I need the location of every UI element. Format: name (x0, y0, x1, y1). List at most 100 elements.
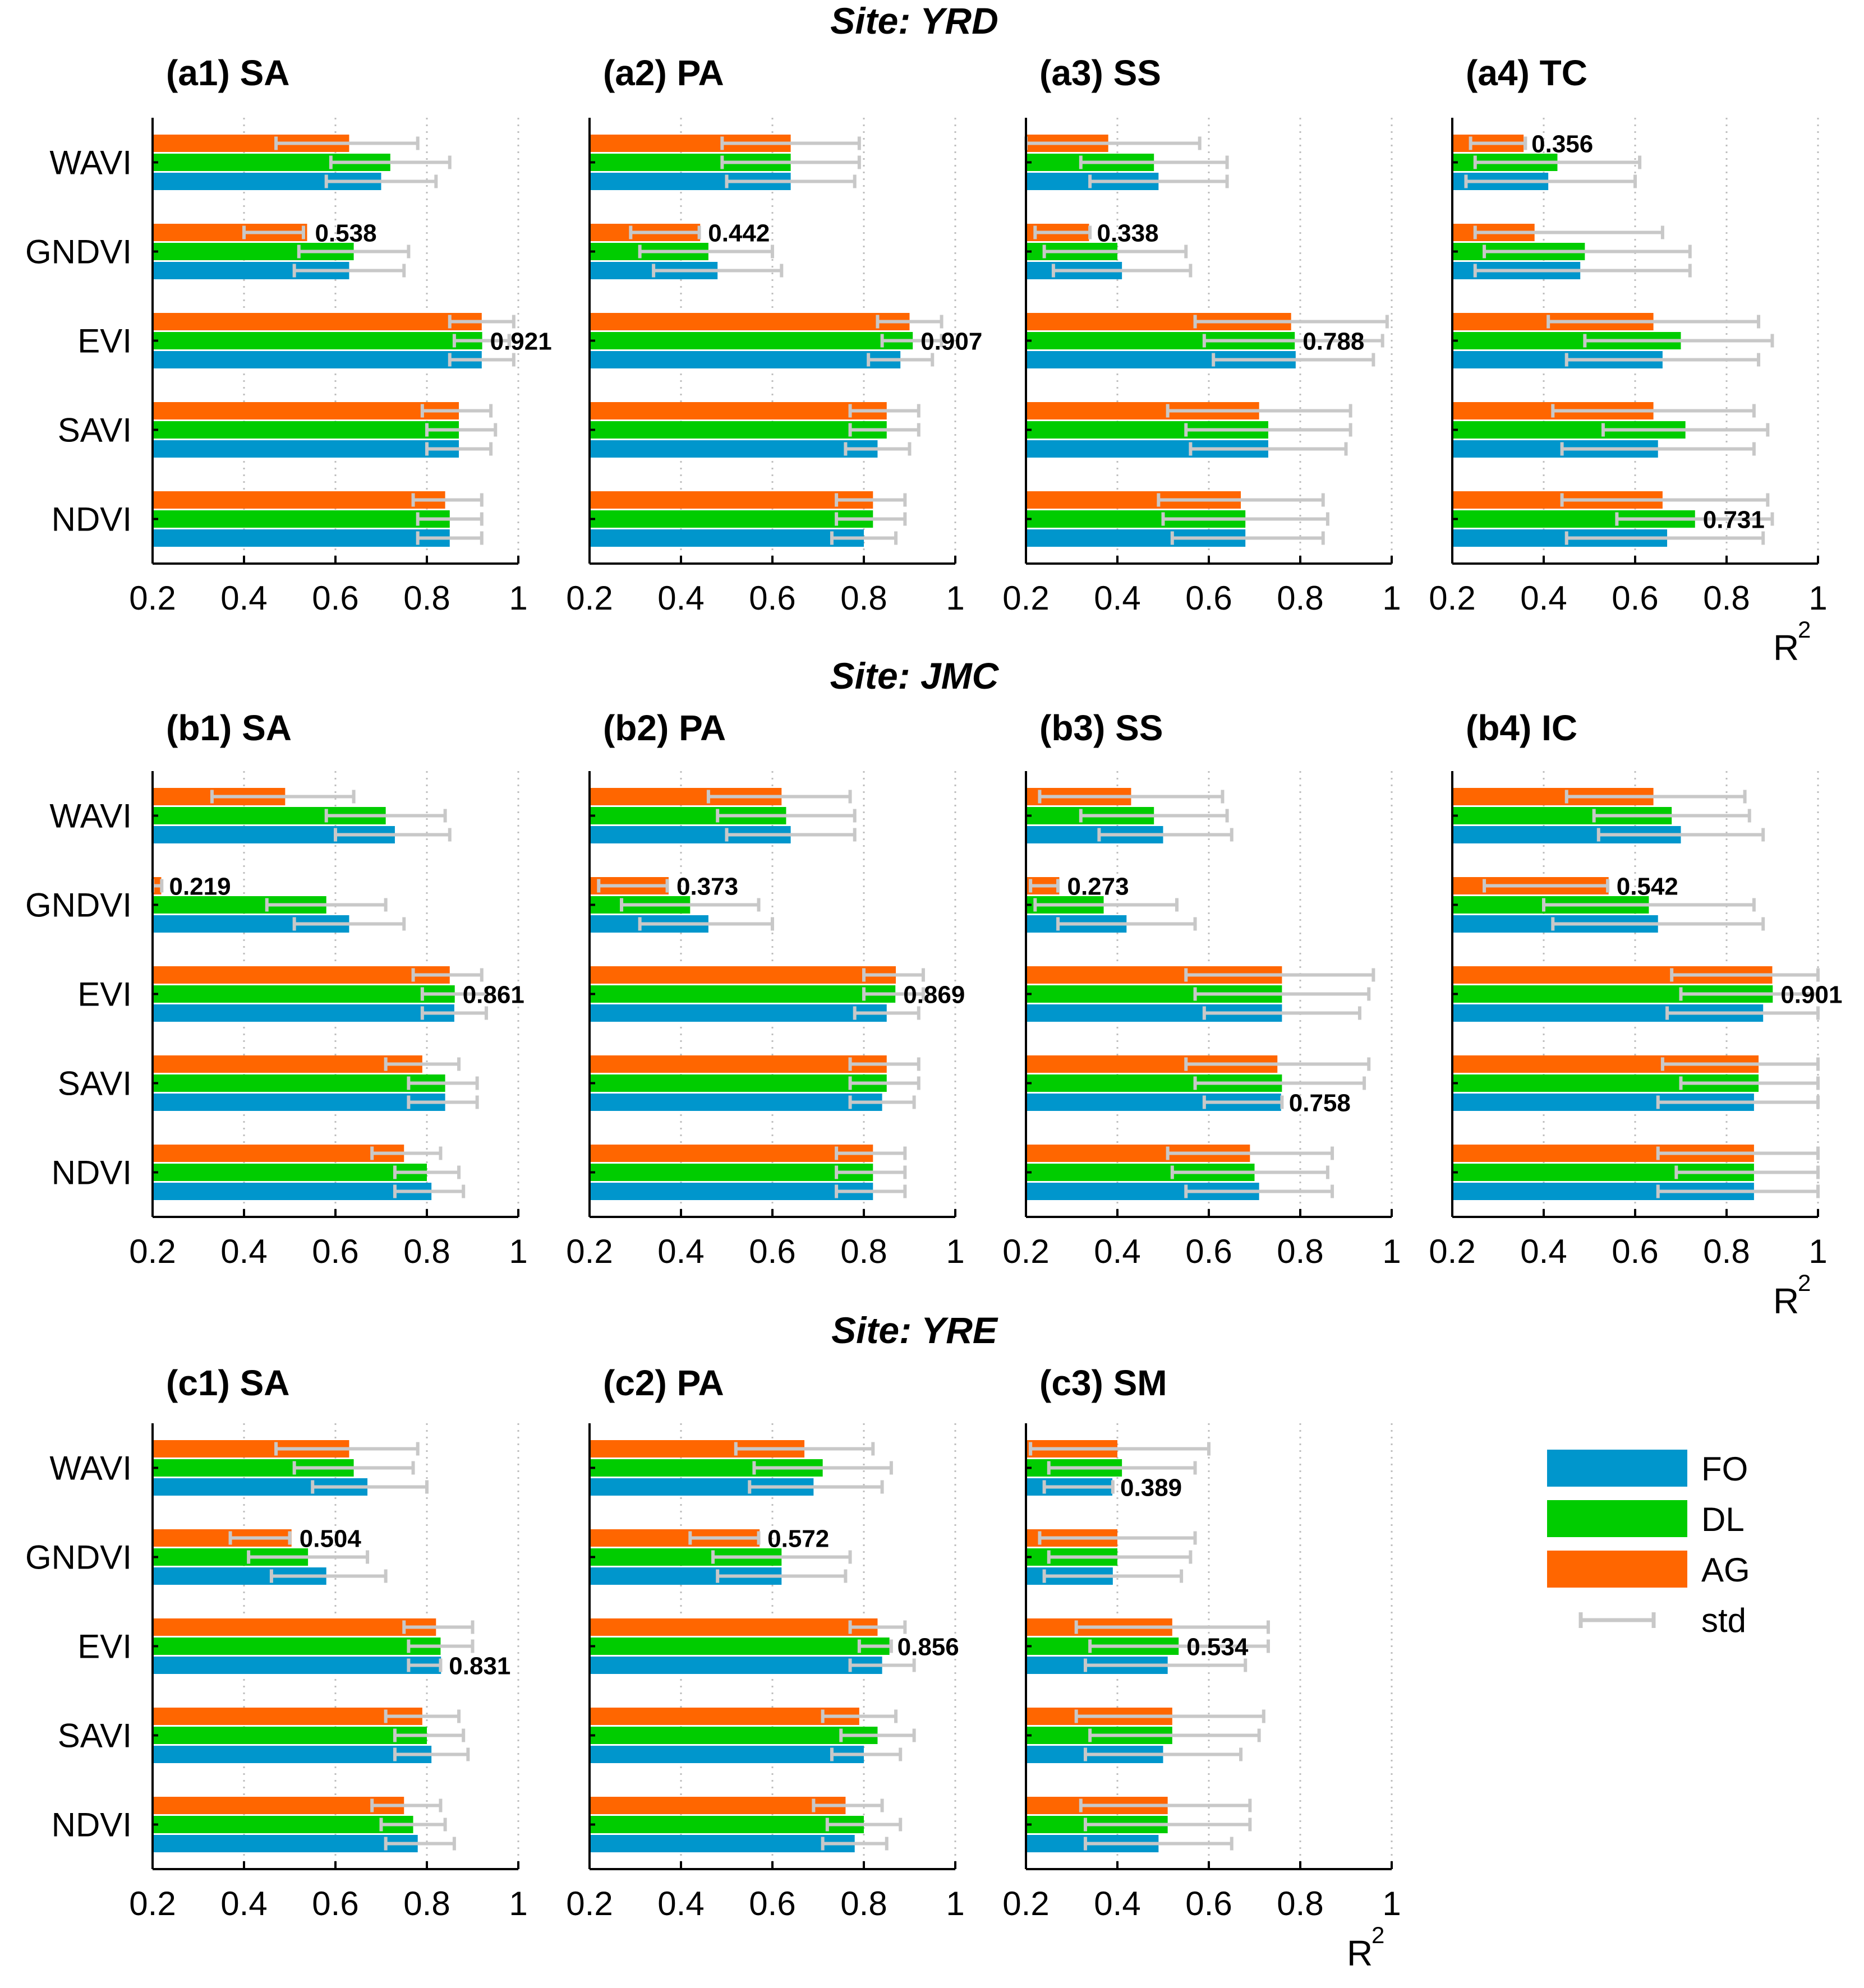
bar-fo-evi (153, 351, 482, 368)
legend-swatch-ag (1547, 1551, 1687, 1588)
x-tick-label: 0.4 (220, 1885, 267, 1922)
panel-title: (a1) SA (166, 53, 290, 93)
legend-label: std (1701, 1602, 1746, 1639)
panel-0-2: (a3) SS 0.338 0.788 0.2 0.4 0.6 0.8 1 (1002, 53, 1401, 617)
data-label: 0.373 (676, 873, 738, 901)
x-tick-label: 0.6 (1185, 579, 1232, 617)
panel-2-0: (c1) SA WAVI GNDVI EVI SAVI NDVI 0.504 0.831 0.2… (25, 1363, 528, 1922)
bar-dl-savi (590, 421, 887, 439)
x-tick-label: 0.2 (1002, 1885, 1049, 1922)
bar-ag-savi (590, 1708, 859, 1725)
data-label: 0.831 (449, 1653, 510, 1680)
bar-ag-evi (153, 313, 482, 330)
axis-unit-superscript: 2 (1371, 1922, 1384, 1948)
category-label: WAVI (49, 144, 132, 182)
x-tick-label: 0.8 (840, 1885, 887, 1922)
x-tick-label: 0.6 (312, 579, 358, 617)
bar-dl-savi (153, 1727, 427, 1744)
category-label: NDVI (52, 1806, 132, 1844)
x-tick-label: 1 (1382, 579, 1401, 617)
legend-swatch-fo (1547, 1450, 1687, 1487)
bar-dl-savi (153, 1074, 445, 1092)
bar-ag-savi (590, 402, 887, 419)
bar-dl-evi (590, 985, 896, 1003)
panel-2-2: (c3) SM 0.389 0.534 0.2 0.4 0.6 0.8 1 (1002, 1363, 1401, 1922)
data-label: 0.731 (1703, 506, 1765, 534)
x-tick-label: 1 (509, 1885, 527, 1922)
bar-ag-ndvi (153, 491, 445, 509)
panel-2-1: (c2) PA 0.572 0.856 0.2 0.4 0.6 0.8 1 (566, 1363, 964, 1922)
panel-1-3: (b4) IC 0.542 0.901 0.2 0.4 0.6 0.8 1 (1429, 708, 1842, 1270)
category-label: NDVI (52, 1154, 132, 1192)
data-label: 0.921 (490, 328, 552, 356)
x-tick-label: 0.2 (129, 1885, 176, 1922)
category-label: WAVI (49, 797, 132, 835)
data-label: 0.504 (300, 1525, 362, 1553)
panel-title: (b4) IC (1466, 708, 1577, 748)
axis-unit: R2 (1773, 616, 1811, 668)
bar-fo-evi (590, 1657, 882, 1674)
data-label: 0.572 (767, 1525, 829, 1553)
x-tick-label: 1 (1382, 1885, 1401, 1922)
x-tick-label: 1 (946, 579, 964, 617)
data-label: 0.273 (1067, 873, 1129, 901)
data-label: 0.338 (1097, 220, 1158, 247)
bar-ag-evi (590, 966, 896, 984)
x-tick-label: 0.4 (1094, 1885, 1140, 1922)
x-tick-label: 0.8 (1277, 1233, 1323, 1270)
bar-ag-savi (153, 402, 459, 419)
axis-unit-base: R (1773, 1281, 1799, 1321)
x-tick-label: 0.2 (1429, 579, 1475, 617)
panel-title: (a3) SS (1039, 53, 1161, 93)
x-tick-label: 0.8 (1277, 579, 1323, 617)
x-tick-label: 0.4 (220, 579, 267, 617)
bar-fo-savi (590, 440, 878, 458)
x-tick-label: 0.4 (657, 579, 704, 617)
bar-fo-ndvi (153, 529, 450, 547)
x-tick-label: 0.4 (657, 1885, 704, 1922)
x-tick-label: 0.8 (403, 1885, 450, 1922)
bar-dl-savi (153, 421, 459, 439)
category-label: EVI (77, 322, 132, 360)
x-tick-label: 0.8 (1277, 1885, 1323, 1922)
x-tick-label: 0.4 (1094, 1233, 1140, 1270)
bar-fo-evi (590, 351, 901, 368)
x-tick-label: 0.6 (1612, 579, 1658, 617)
data-label: 0.219 (169, 873, 231, 901)
bar-ag-ndvi (153, 1797, 404, 1814)
bar-ag-ndvi (590, 1797, 846, 1814)
bar-fo-evi (590, 1004, 887, 1022)
axis-unit-superscript: 2 (1798, 1270, 1811, 1296)
data-label: 0.788 (1303, 328, 1364, 356)
bar-dl-ndvi (153, 1164, 427, 1181)
bar-ag-evi (153, 1618, 436, 1636)
bar-ag-evi (153, 966, 450, 984)
bar-dl-evi (590, 332, 913, 349)
bar-fo-ndvi (590, 1183, 873, 1200)
bar-fo-ndvi (153, 1835, 418, 1852)
x-tick-label: 1 (1808, 1233, 1827, 1270)
bar-dl-savi (590, 1074, 887, 1092)
panel-0-1: (a2) PA 0.442 0.907 0.2 0.4 0.6 0.8 1 (566, 53, 982, 617)
x-tick-label: 0.2 (129, 1233, 176, 1270)
bar-ag-ndvi (590, 1145, 873, 1162)
x-tick-label: 0.2 (566, 1233, 613, 1270)
bar-dl-evi (590, 1638, 890, 1655)
x-tick-label: 0.4 (1520, 1233, 1567, 1270)
category-label: SAVI (58, 412, 132, 449)
x-tick-label: 0.6 (749, 1885, 795, 1922)
bar-dl-ndvi (590, 1164, 873, 1181)
data-label: 0.538 (315, 220, 376, 247)
category-label: SAVI (58, 1717, 132, 1755)
data-label: 0.356 (1531, 131, 1593, 158)
x-tick-label: 0.2 (566, 579, 613, 617)
site-title: Site: YRE (831, 1309, 998, 1351)
bar-fo-savi (153, 1746, 432, 1763)
bar-fo-evi (153, 1657, 441, 1674)
bar-dl-evi (153, 985, 455, 1003)
bar-fo-ndvi (590, 1835, 855, 1852)
x-tick-label: 0.4 (1520, 579, 1567, 617)
axis-unit-base: R (1347, 1933, 1373, 1973)
bar-ag-ndvi (153, 1145, 404, 1162)
